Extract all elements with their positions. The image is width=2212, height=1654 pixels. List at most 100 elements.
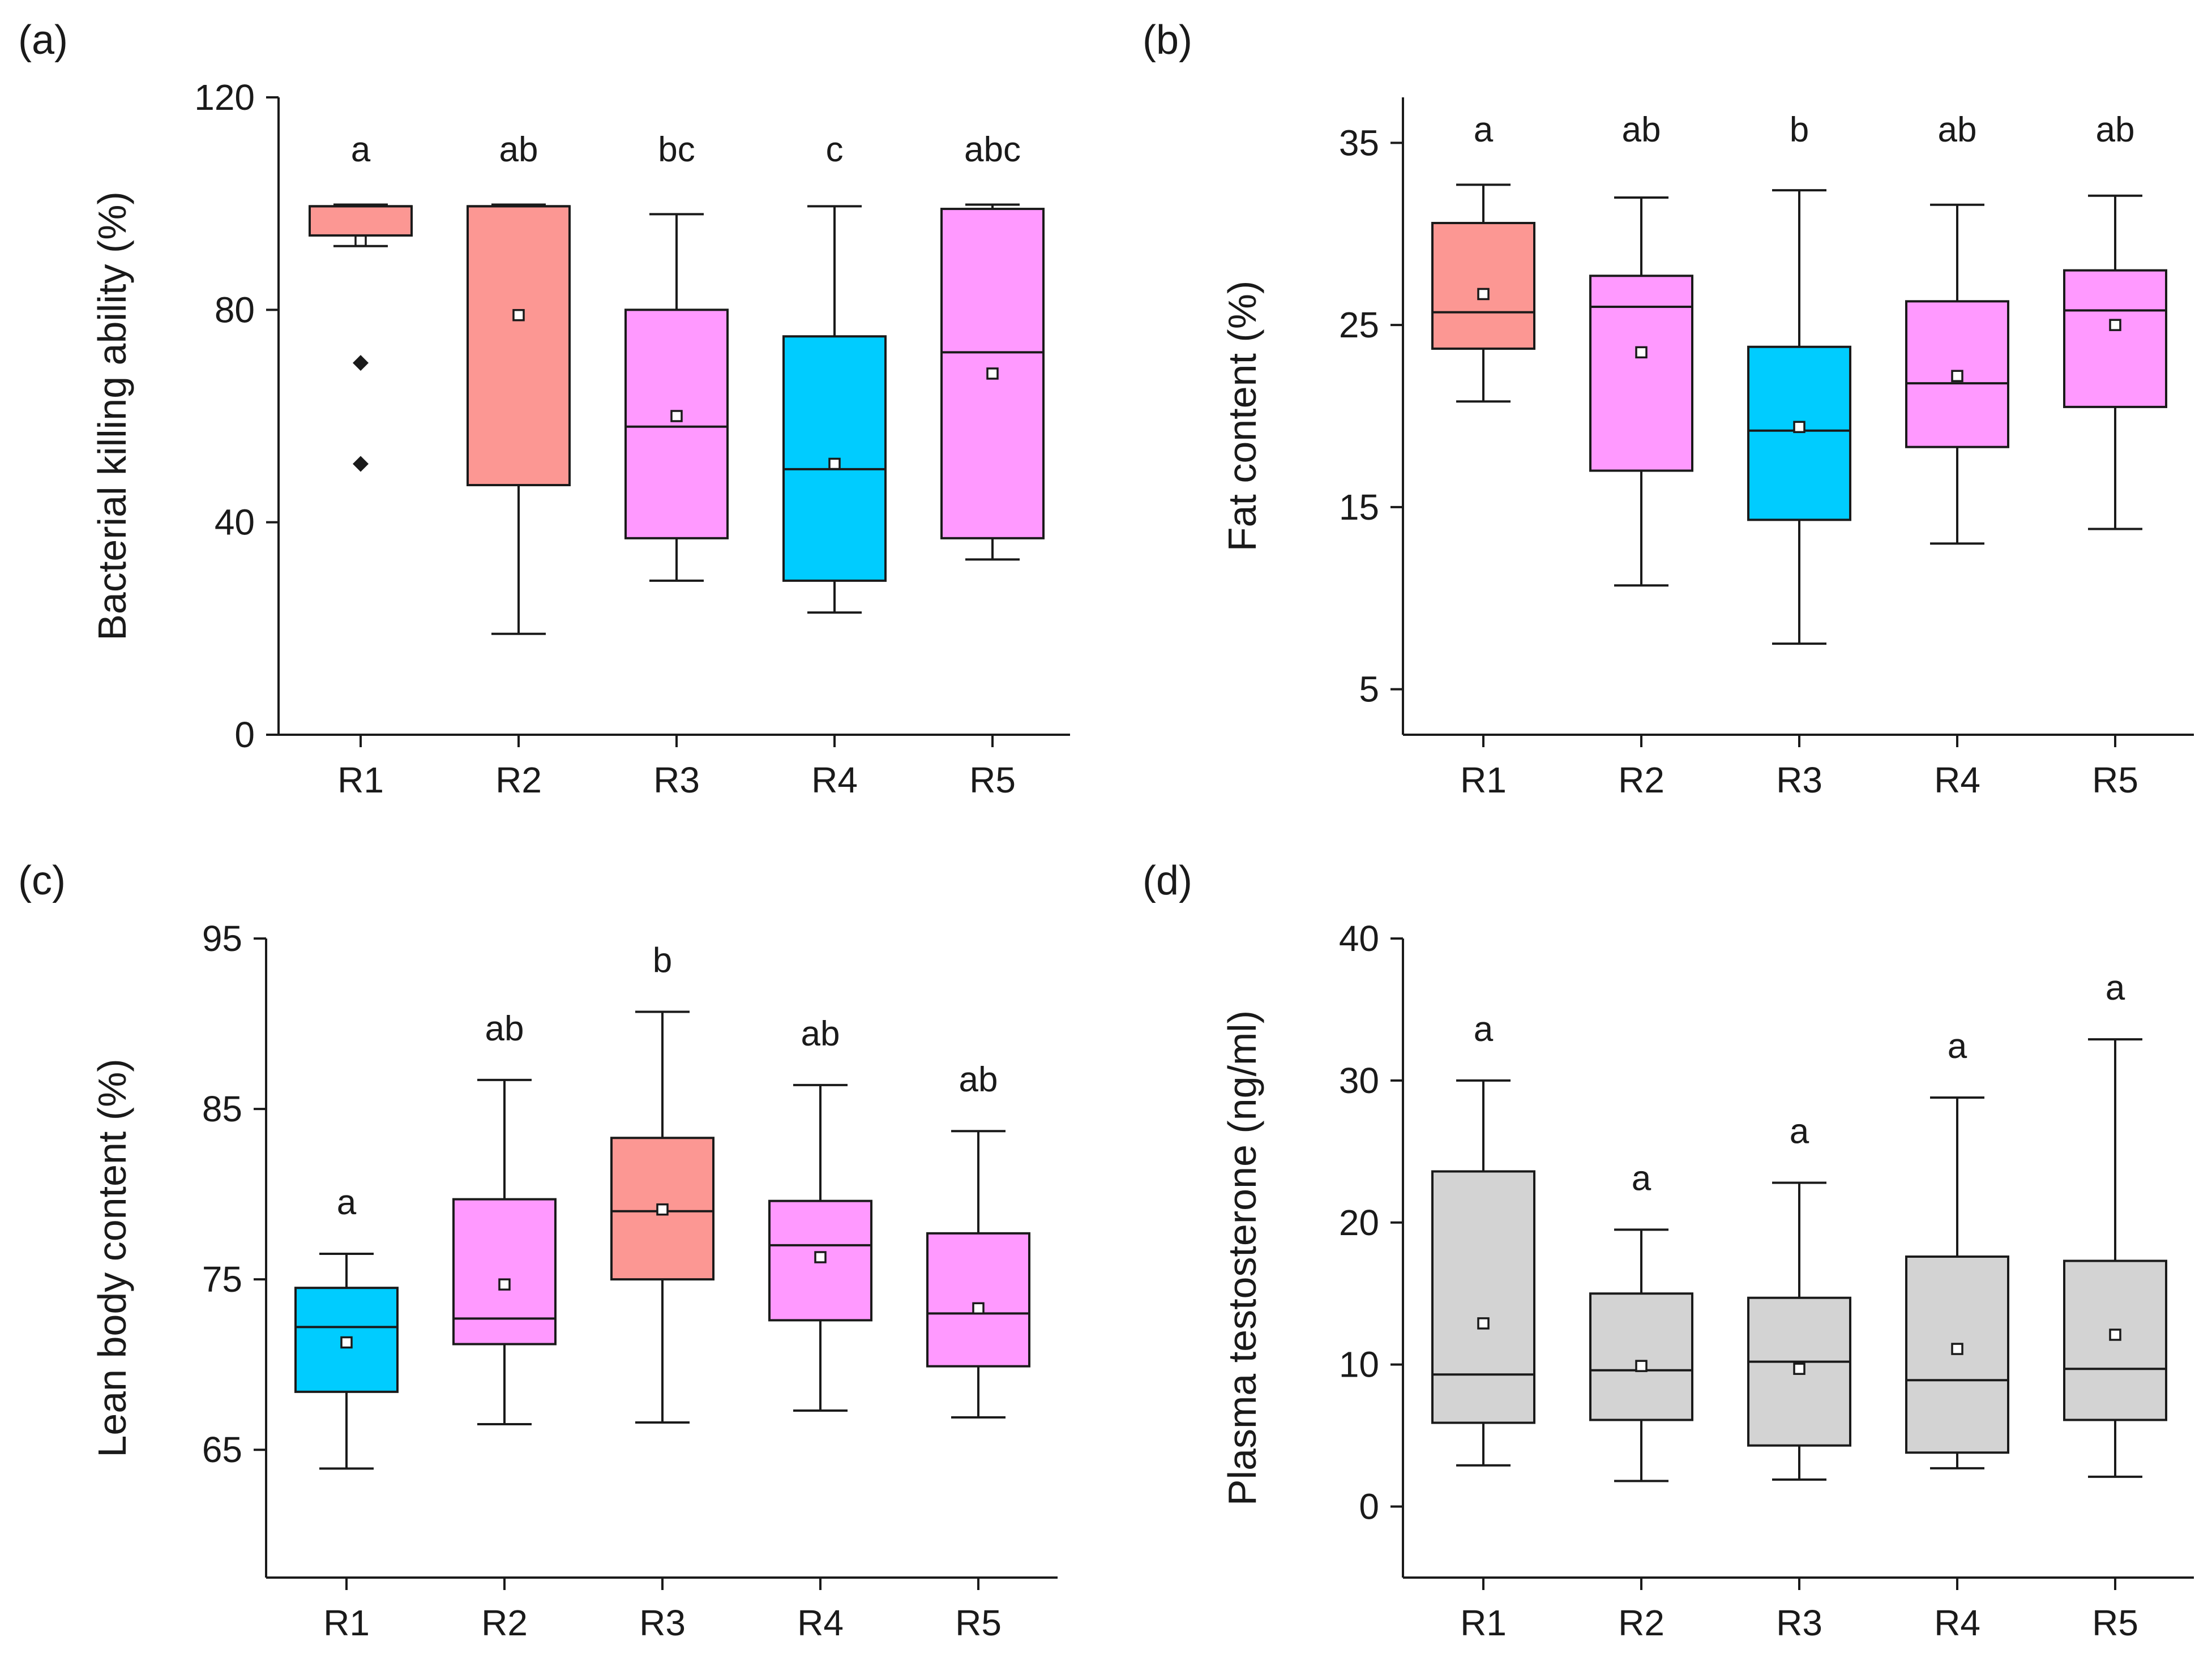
panel-label: (a) (18, 18, 68, 63)
mean-marker (670, 410, 683, 422)
outlier-marker (353, 355, 369, 371)
significance-letter: b (1790, 110, 1809, 149)
box-R1 (1431, 1170, 1535, 1424)
panel-c: (c) 65 75 85 95 Lean body content (%) R1 a R2 ab R… (18, 858, 1058, 1643)
y-tick-label: 75 (202, 1259, 242, 1300)
significance-letter: a (2106, 969, 2125, 1008)
significance-letter: ab (2096, 110, 2135, 149)
y-axis-title: Lean body content (%) (90, 1059, 134, 1457)
mean-marker (1635, 1360, 1648, 1372)
panel-label: (b) (1143, 18, 1192, 63)
y-tick-label: 10 (1339, 1344, 1379, 1385)
x-tick-label: R1 (337, 760, 384, 800)
mean-marker (340, 1336, 353, 1349)
box-R5 (2063, 269, 2167, 408)
box-R3 (1747, 345, 1851, 521)
box-R3 (624, 308, 729, 539)
significance-letter: a (1790, 1112, 1809, 1151)
significance-letter: a (1474, 110, 1494, 149)
significance-letter: c (826, 130, 844, 169)
x-tick-label: R1 (1460, 1602, 1507, 1643)
x-tick-label: R3 (653, 760, 700, 800)
mean-marker (986, 367, 999, 380)
mean-marker (1635, 346, 1648, 359)
box-R5 (926, 1232, 1030, 1368)
y-tick-label: 120 (194, 77, 255, 118)
box-R2 (467, 205, 571, 486)
box-R1 (1431, 221, 1535, 350)
box-R2 (1589, 1292, 1693, 1421)
mean-marker (656, 1203, 669, 1216)
significance-letter: ab (959, 1060, 998, 1099)
panel-label: (d) (1143, 858, 1192, 903)
y-tick-label: 15 (1339, 487, 1379, 528)
panel-label: (c) (18, 858, 66, 903)
box-R2 (1589, 275, 1693, 472)
box-R1 (309, 205, 413, 237)
y-tick-label: 0 (1359, 1486, 1379, 1527)
y-tick-label: 85 (202, 1089, 242, 1129)
x-tick-label: R4 (811, 760, 858, 800)
mean-marker (2109, 1329, 2121, 1341)
mean-marker (354, 234, 367, 247)
x-tick-label: R1 (323, 1602, 370, 1643)
x-tick-label: R5 (955, 1602, 1002, 1643)
panel-b: (b) 5 15 25 35 Fat content (%) R1 a R2 ab R3 b R4 ab R… (1143, 18, 2194, 800)
x-tick-label: R4 (1934, 1602, 1980, 1643)
x-tick-label: R4 (797, 1602, 844, 1643)
significance-letter: b (653, 941, 672, 980)
mean-marker (1951, 370, 1963, 382)
panel-a: (a) 0 40 80 120 Bacterial killing ability (%)… (18, 18, 1070, 800)
x-tick-label: R5 (2092, 1602, 2138, 1643)
significance-letter: a (1474, 1010, 1494, 1049)
y-tick-label: 25 (1339, 305, 1379, 345)
y-tick-label: 65 (202, 1429, 242, 1470)
y-axis-title: Fat content (%) (1220, 281, 1264, 552)
y-tick-label: 35 (1339, 122, 1379, 163)
x-tick-label: R5 (2092, 760, 2138, 800)
x-tick-label: R5 (969, 760, 1016, 800)
significance-letter: a (351, 130, 371, 169)
x-tick-label: R2 (1618, 760, 1665, 800)
mean-marker (1477, 1317, 1490, 1330)
y-tick-label: 95 (202, 918, 242, 959)
y-axis-title: Plasma testosterone (ng/ml) (1220, 1010, 1264, 1506)
significance-letter: a (337, 1183, 357, 1222)
mean-marker (1477, 288, 1490, 301)
panel-d: (d) 0 10 20 30 40 Plasma testosterone (ng/ml) R… (1143, 858, 2194, 1643)
box-R2 (452, 1198, 557, 1346)
significance-letter: a (1948, 1027, 1967, 1066)
x-tick-label: R2 (1618, 1602, 1665, 1643)
mean-marker (2109, 319, 2121, 331)
y-tick-label: 0 (234, 714, 255, 755)
y-tick-label: 30 (1339, 1060, 1379, 1101)
mean-marker (814, 1251, 827, 1263)
significance-letter: ab (1938, 110, 1977, 149)
y-tick-label: 40 (1339, 918, 1379, 959)
x-tick-label: R2 (495, 760, 542, 800)
significance-letter: ab (485, 1009, 524, 1048)
y-axis-title: Bacterial killing ability (%) (90, 191, 134, 641)
mean-marker (828, 457, 841, 470)
significance-letter: ab (801, 1014, 840, 1053)
mean-marker (498, 1278, 511, 1291)
mean-marker (972, 1302, 985, 1315)
x-tick-label: R2 (481, 1602, 528, 1643)
y-tick-label: 20 (1339, 1202, 1379, 1243)
x-tick-label: R3 (639, 1602, 686, 1643)
y-tick-label: 40 (215, 502, 255, 543)
mean-marker (1793, 1362, 1805, 1375)
x-tick-label: R3 (1776, 1602, 1822, 1643)
mean-marker (1793, 421, 1805, 434)
mean-marker (1951, 1343, 1963, 1355)
significance-letter: ab (1622, 110, 1661, 149)
outlier-marker (353, 456, 369, 472)
significance-letter: ab (499, 130, 538, 169)
x-tick-label: R4 (1934, 760, 1980, 800)
significance-letter: a (1632, 1159, 1651, 1198)
x-tick-label: R3 (1776, 760, 1822, 800)
y-tick-label: 5 (1359, 669, 1379, 710)
significance-letter: abc (964, 130, 1021, 169)
y-tick-label: 80 (215, 289, 255, 330)
